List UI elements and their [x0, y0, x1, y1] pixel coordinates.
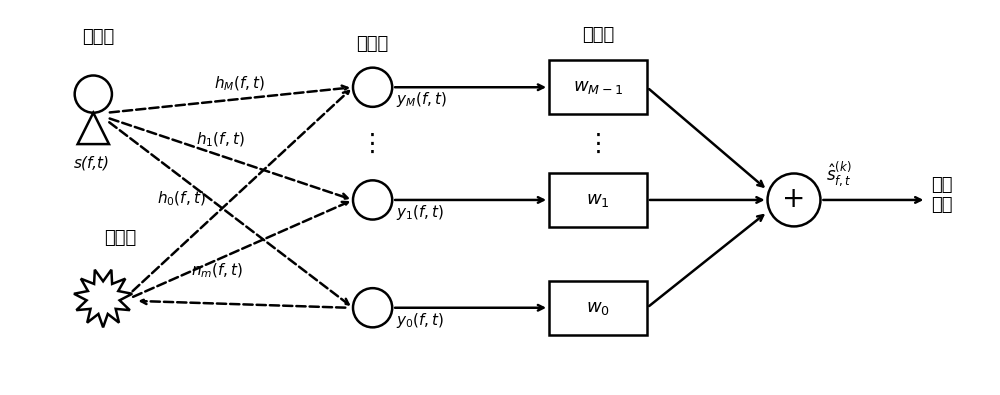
Bar — [549, 173, 647, 227]
Bar — [549, 281, 647, 335]
Text: $w_{M-1}$: $w_{M-1}$ — [573, 78, 623, 96]
Circle shape — [353, 181, 392, 220]
Text: 增强
信号: 增强 信号 — [931, 176, 953, 214]
Text: $y_0(f,t)$: $y_0(f,t)$ — [396, 311, 444, 330]
Text: s(f,t): s(f,t) — [73, 156, 109, 171]
Text: ⋮: ⋮ — [586, 132, 610, 156]
Text: $h_M(f,t)$: $h_M(f,t)$ — [214, 75, 265, 93]
Circle shape — [75, 75, 112, 113]
Text: $h_0(f,t)$: $h_0(f,t)$ — [157, 189, 205, 208]
Text: 滤波器: 滤波器 — [582, 26, 614, 44]
Text: $h_1(f,t)$: $h_1(f,t)$ — [196, 131, 245, 149]
Text: 传声器: 传声器 — [356, 35, 389, 53]
Text: $w_0$: $w_0$ — [586, 299, 610, 317]
Circle shape — [353, 68, 392, 107]
Circle shape — [353, 288, 392, 327]
Text: $y_M(f,t)$: $y_M(f,t)$ — [396, 90, 447, 109]
Polygon shape — [74, 270, 132, 327]
Bar — [549, 60, 647, 114]
Text: $w_1$: $w_1$ — [586, 191, 610, 209]
Text: $n_m(f,t)$: $n_m(f,t)$ — [191, 262, 244, 280]
Circle shape — [768, 173, 820, 226]
Text: +: + — [782, 185, 806, 213]
Text: 噪声源: 噪声源 — [105, 229, 137, 247]
Text: $y_1(f,t)$: $y_1(f,t)$ — [396, 203, 444, 222]
Polygon shape — [78, 113, 109, 144]
Text: 说话人: 说话人 — [82, 28, 114, 47]
Text: ⋮: ⋮ — [360, 132, 385, 156]
Text: $\hat{s}_{f,t}^{(k)}$: $\hat{s}_{f,t}^{(k)}$ — [826, 162, 852, 190]
